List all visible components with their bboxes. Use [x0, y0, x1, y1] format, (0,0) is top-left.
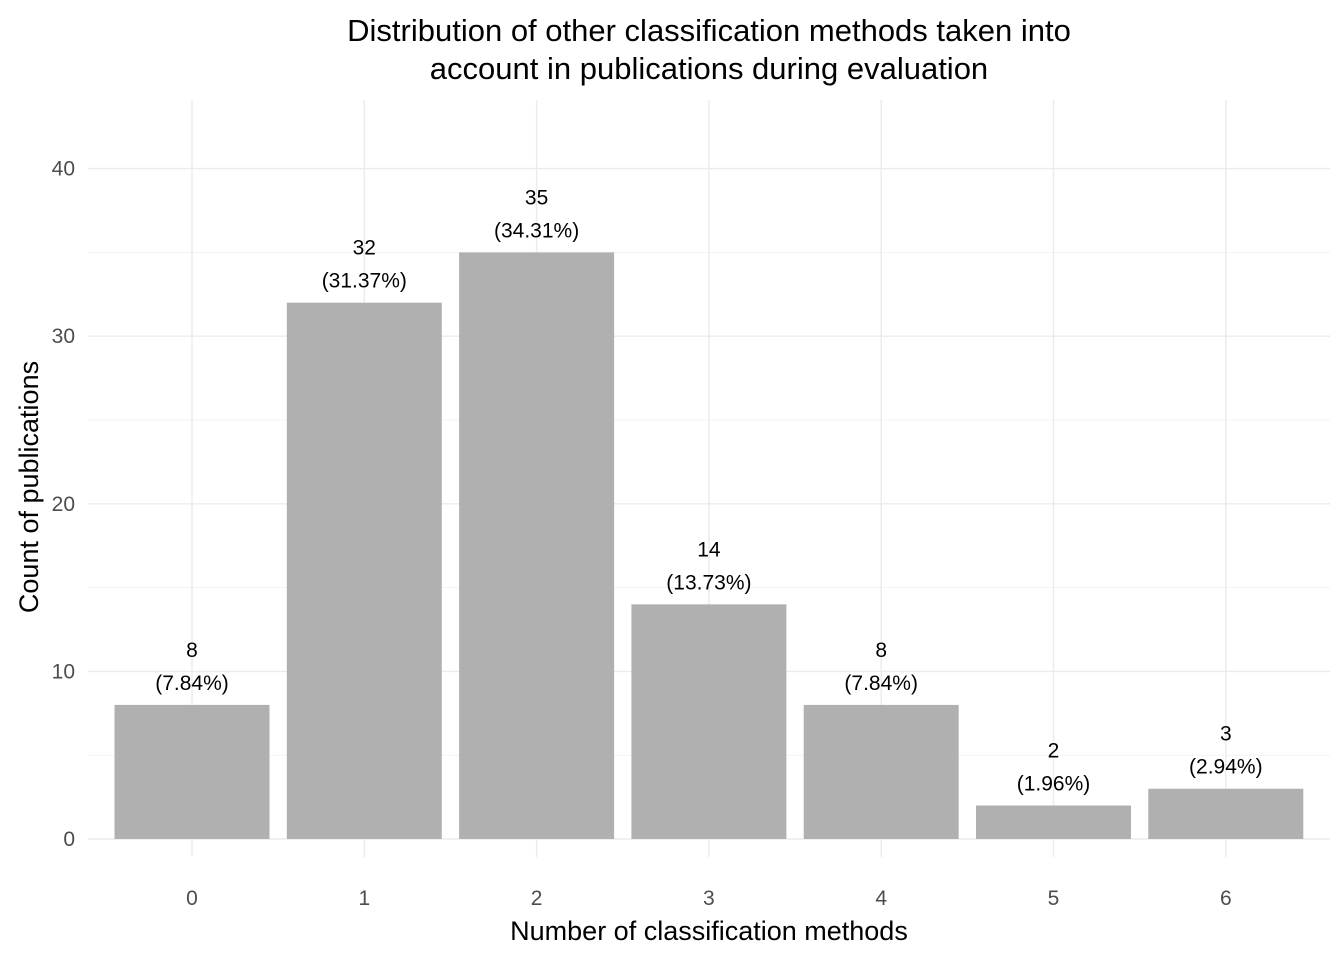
x-tick-label: 6	[1220, 887, 1232, 910]
bar-4	[803, 704, 959, 839]
y-tick-label: 10	[52, 660, 75, 683]
bar-2	[459, 252, 615, 839]
x-tick-label: 2	[531, 887, 543, 910]
data-label-count: 14	[697, 538, 721, 561]
y-axis-title: Count of publications	[14, 361, 44, 613]
x-axis-title: Number of classification methods	[510, 916, 908, 946]
x-tick-label: 1	[358, 887, 370, 910]
bar-6	[1148, 788, 1304, 839]
data-label-percent: (13.73%)	[666, 571, 751, 594]
data-label-count: 32	[353, 237, 376, 260]
bar-5	[976, 805, 1131, 839]
data-label-count: 3	[1220, 723, 1232, 746]
bars	[114, 252, 1304, 839]
x-axis-ticks: 0 1 2 3 4 5 6	[186, 887, 1231, 910]
data-label-count: 35	[525, 186, 548, 209]
y-tick-label: 30	[52, 325, 75, 348]
bar-0	[114, 704, 270, 839]
data-label-percent: (31.37%)	[322, 270, 407, 293]
data-label-count: 8	[186, 639, 198, 662]
y-tick-label: 20	[52, 493, 75, 516]
data-label-percent: (7.84%)	[844, 672, 918, 695]
data-label-percent: (2.94%)	[1189, 756, 1263, 779]
bar-3	[631, 604, 787, 839]
chart-title-line-2: account in publications during evaluatio…	[430, 51, 988, 86]
data-label-count: 2	[1048, 739, 1060, 762]
x-tick-label: 4	[875, 887, 887, 910]
chart-title-line-1: Distribution of other classification met…	[347, 13, 1071, 48]
data-label-percent: (34.31%)	[494, 219, 579, 242]
x-tick-label: 0	[186, 887, 198, 910]
x-tick-label: 3	[703, 887, 715, 910]
bar-1	[286, 302, 442, 839]
y-tick-label: 0	[63, 828, 75, 851]
data-label-percent: (7.84%)	[155, 672, 229, 695]
data-labels: 8(7.84%)32(31.37%)35(34.31%)14(13.73%)8(…	[155, 186, 1262, 795]
x-tick-label: 5	[1048, 887, 1060, 910]
data-label-percent: (1.96%)	[1017, 772, 1091, 795]
y-tick-label: 40	[52, 158, 75, 181]
y-axis-ticks: 0 10 20 30 40	[52, 158, 75, 851]
data-label-count: 8	[875, 639, 887, 662]
